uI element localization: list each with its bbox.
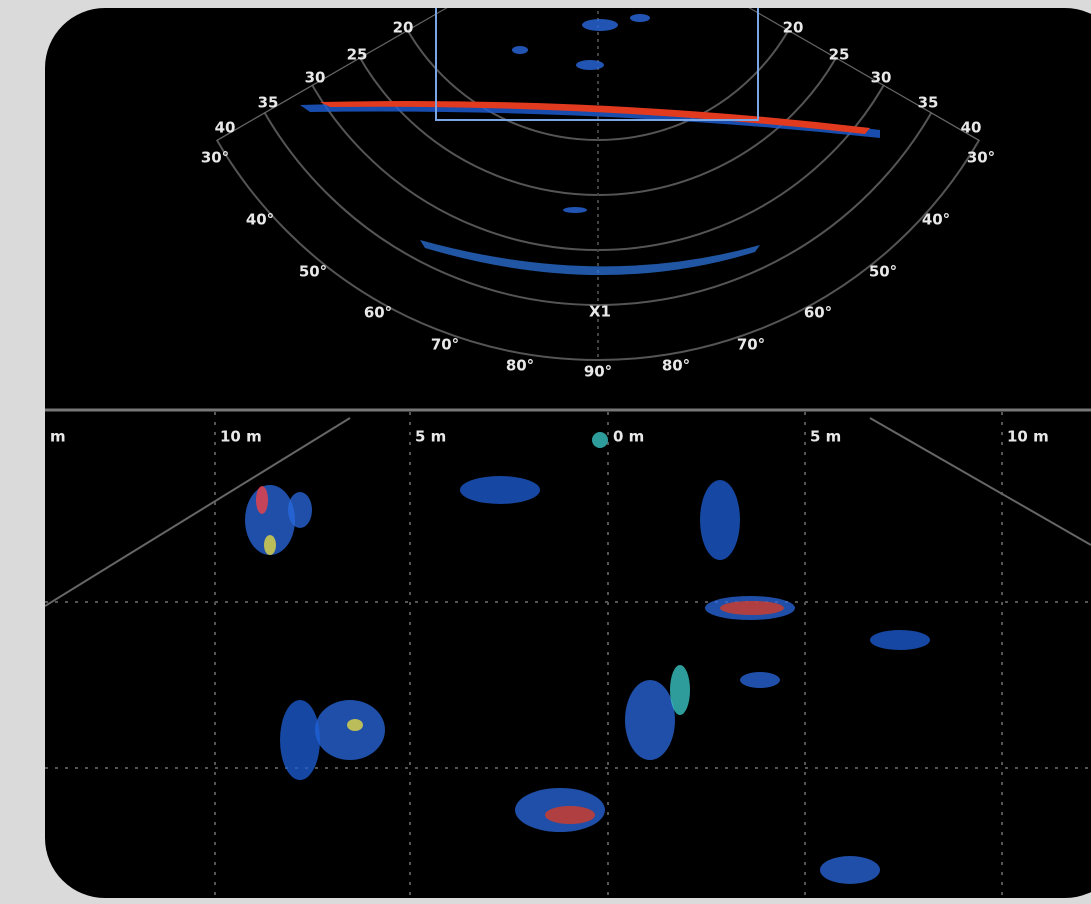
echo — [740, 672, 780, 688]
angle-label: 70° — [737, 336, 765, 354]
angle-label: 30° — [201, 149, 229, 167]
angle-label: 60° — [364, 304, 392, 322]
angle-label: 50° — [869, 263, 897, 281]
echo — [264, 535, 276, 555]
angle-label: 80° — [662, 357, 690, 375]
angle-label: 40° — [246, 211, 274, 229]
angle-label: 30° — [967, 149, 995, 167]
echo — [582, 19, 618, 31]
range-label: 25 — [347, 46, 368, 64]
angle-label: 70° — [431, 336, 459, 354]
echo — [288, 492, 312, 528]
echo — [563, 207, 587, 213]
scale-label: 10 m — [1007, 428, 1049, 446]
echo — [256, 486, 268, 514]
echo — [347, 719, 363, 731]
echo — [545, 806, 595, 824]
angle-label: 40° — [922, 211, 950, 229]
range-label: 40 — [961, 119, 982, 137]
scale-label: 10 m — [220, 428, 262, 446]
echo — [700, 480, 740, 560]
echo — [625, 680, 675, 760]
scale-label: m — [50, 428, 66, 446]
range-label: 30 — [305, 69, 326, 87]
angle-label: 90° — [584, 363, 612, 381]
echo — [280, 700, 320, 780]
scale-label: 0 m — [613, 428, 644, 446]
echo — [512, 46, 528, 54]
scale-label: 5 m — [415, 428, 446, 446]
angle-label: 80° — [506, 357, 534, 375]
display-bg — [45, 8, 1091, 898]
angle-label: 60° — [804, 304, 832, 322]
page: {"range_labels": {"left": ["20", "25", "… — [0, 0, 1091, 904]
range-label: 25 — [829, 46, 850, 64]
position-marker: X1 — [589, 303, 611, 321]
sonar-screen: 20 20 25 25 30 30 35 35 40 40 30° 30° 40° 40° 50° 50° 60… — [0, 0, 1091, 904]
echo — [630, 14, 650, 22]
angle-label: 50° — [299, 263, 327, 281]
echo — [870, 630, 930, 650]
echo — [315, 700, 385, 760]
echo — [576, 60, 604, 70]
range-label: 35 — [918, 94, 939, 112]
range-label: 40 — [215, 119, 236, 137]
range-label: 20 — [393, 19, 414, 37]
echo — [670, 665, 690, 715]
echo — [720, 601, 784, 615]
range-label: 30 — [871, 69, 892, 87]
range-label: 20 — [783, 19, 804, 37]
range-label: 35 — [258, 94, 279, 112]
echo — [592, 432, 608, 448]
echo — [820, 856, 880, 884]
scale-label: 5 m — [810, 428, 841, 446]
echo — [460, 476, 540, 504]
display: 20 20 25 25 30 30 35 35 40 40 30° 30° 40° 40° 50° 50° 60… — [45, 0, 1091, 900]
